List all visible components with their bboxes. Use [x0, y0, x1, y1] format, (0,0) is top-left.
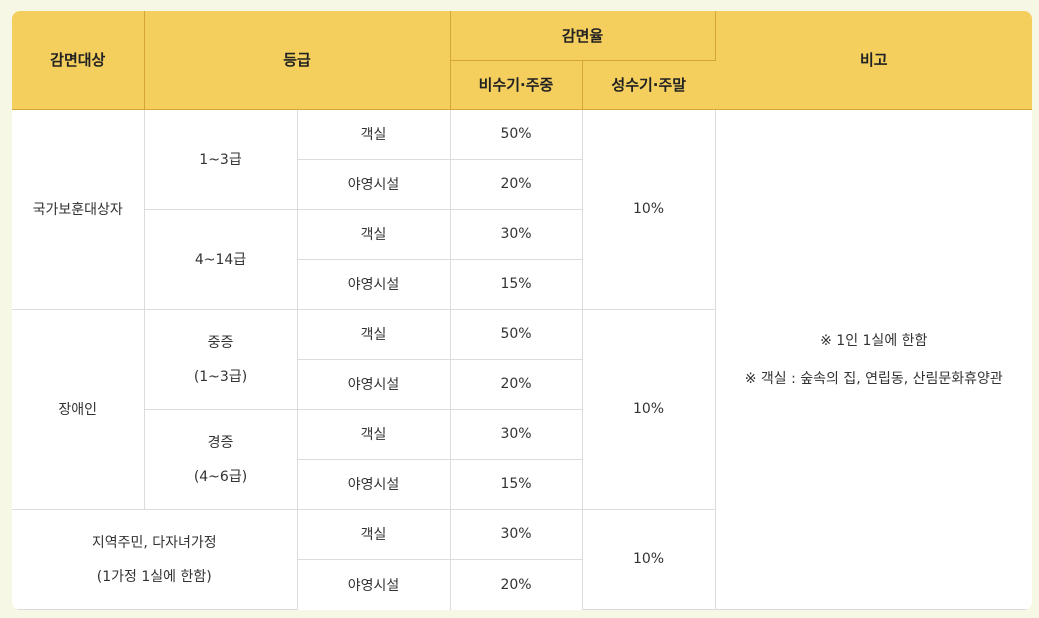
grade-disabled-mild: 경증 (4~6급) — [144, 409, 298, 510]
header-target: 감면대상 — [12, 11, 145, 110]
grade-disabled-mild-label: 경증 — [207, 435, 234, 452]
grade-disabled-severe-label: 중증 — [207, 335, 234, 352]
offpeak-rate: 50% — [450, 309, 583, 360]
facility-type: 객실 — [297, 309, 451, 360]
facility-type: 객실 — [297, 209, 451, 260]
group-disabled: 장애인 — [12, 309, 145, 510]
group-resident-label: 지역주민, 다자녀가정 — [91, 535, 217, 552]
group-resident: 지역주민, 다자녀가정 (1가정 1실에 한함) — [12, 509, 298, 610]
peak-rate-disabled: 10% — [582, 309, 716, 510]
facility-type: 야영시설 — [297, 359, 451, 410]
header-grade: 등급 — [144, 11, 451, 110]
facility-type: 야영시설 — [297, 159, 451, 210]
header-note: 비고 — [715, 11, 1032, 110]
facility-type: 야영시설 — [297, 559, 451, 610]
header-rate: 감면율 — [450, 11, 716, 61]
grade-disabled-severe: 중증 (1~3급) — [144, 309, 298, 410]
header-offpeak: 비수기·주중 — [450, 60, 583, 110]
group-veteran: 국가보훈대상자 — [12, 109, 145, 310]
offpeak-rate: 30% — [450, 209, 583, 260]
offpeak-rate: 20% — [450, 559, 583, 610]
offpeak-rate: 20% — [450, 359, 583, 410]
facility-type: 객실 — [297, 109, 451, 160]
discount-table-container: 감면대상 등급 감면율 비고 비수기·주중 성수기·주말 국가보훈대상자 1~3… — [12, 11, 1032, 610]
offpeak-rate: 50% — [450, 109, 583, 160]
offpeak-rate: 15% — [450, 259, 583, 310]
grade-veteran-1: 1~3급 — [144, 109, 298, 210]
note-line-2: ※ 객실 : 숲속의 집, 연립동, 산림문화휴양관 — [744, 371, 1003, 388]
note-line-1: ※ 1인 1실에 한함 — [820, 333, 928, 350]
offpeak-rate: 15% — [450, 459, 583, 510]
facility-type: 객실 — [297, 509, 451, 560]
offpeak-rate: 20% — [450, 159, 583, 210]
note-cell: ※ 1인 1실에 한함 ※ 객실 : 숲속의 집, 연립동, 산림문화휴양관 — [715, 109, 1032, 610]
group-resident-condition: (1가정 1실에 한함) — [96, 569, 212, 586]
peak-rate-resident: 10% — [582, 509, 716, 610]
grade-disabled-mild-range: (4~6급) — [193, 469, 248, 486]
offpeak-rate: 30% — [450, 509, 583, 560]
facility-type: 객실 — [297, 409, 451, 460]
discount-table: 감면대상 등급 감면율 비고 비수기·주중 성수기·주말 국가보훈대상자 1~3… — [12, 11, 1032, 610]
facility-type: 야영시설 — [297, 459, 451, 510]
header-peak: 성수기·주말 — [582, 60, 716, 110]
peak-rate-veteran: 10% — [582, 109, 716, 310]
facility-type: 야영시설 — [297, 259, 451, 310]
grade-veteran-2: 4~14급 — [144, 209, 298, 310]
grade-disabled-severe-range: (1~3급) — [193, 369, 248, 386]
offpeak-rate: 30% — [450, 409, 583, 460]
